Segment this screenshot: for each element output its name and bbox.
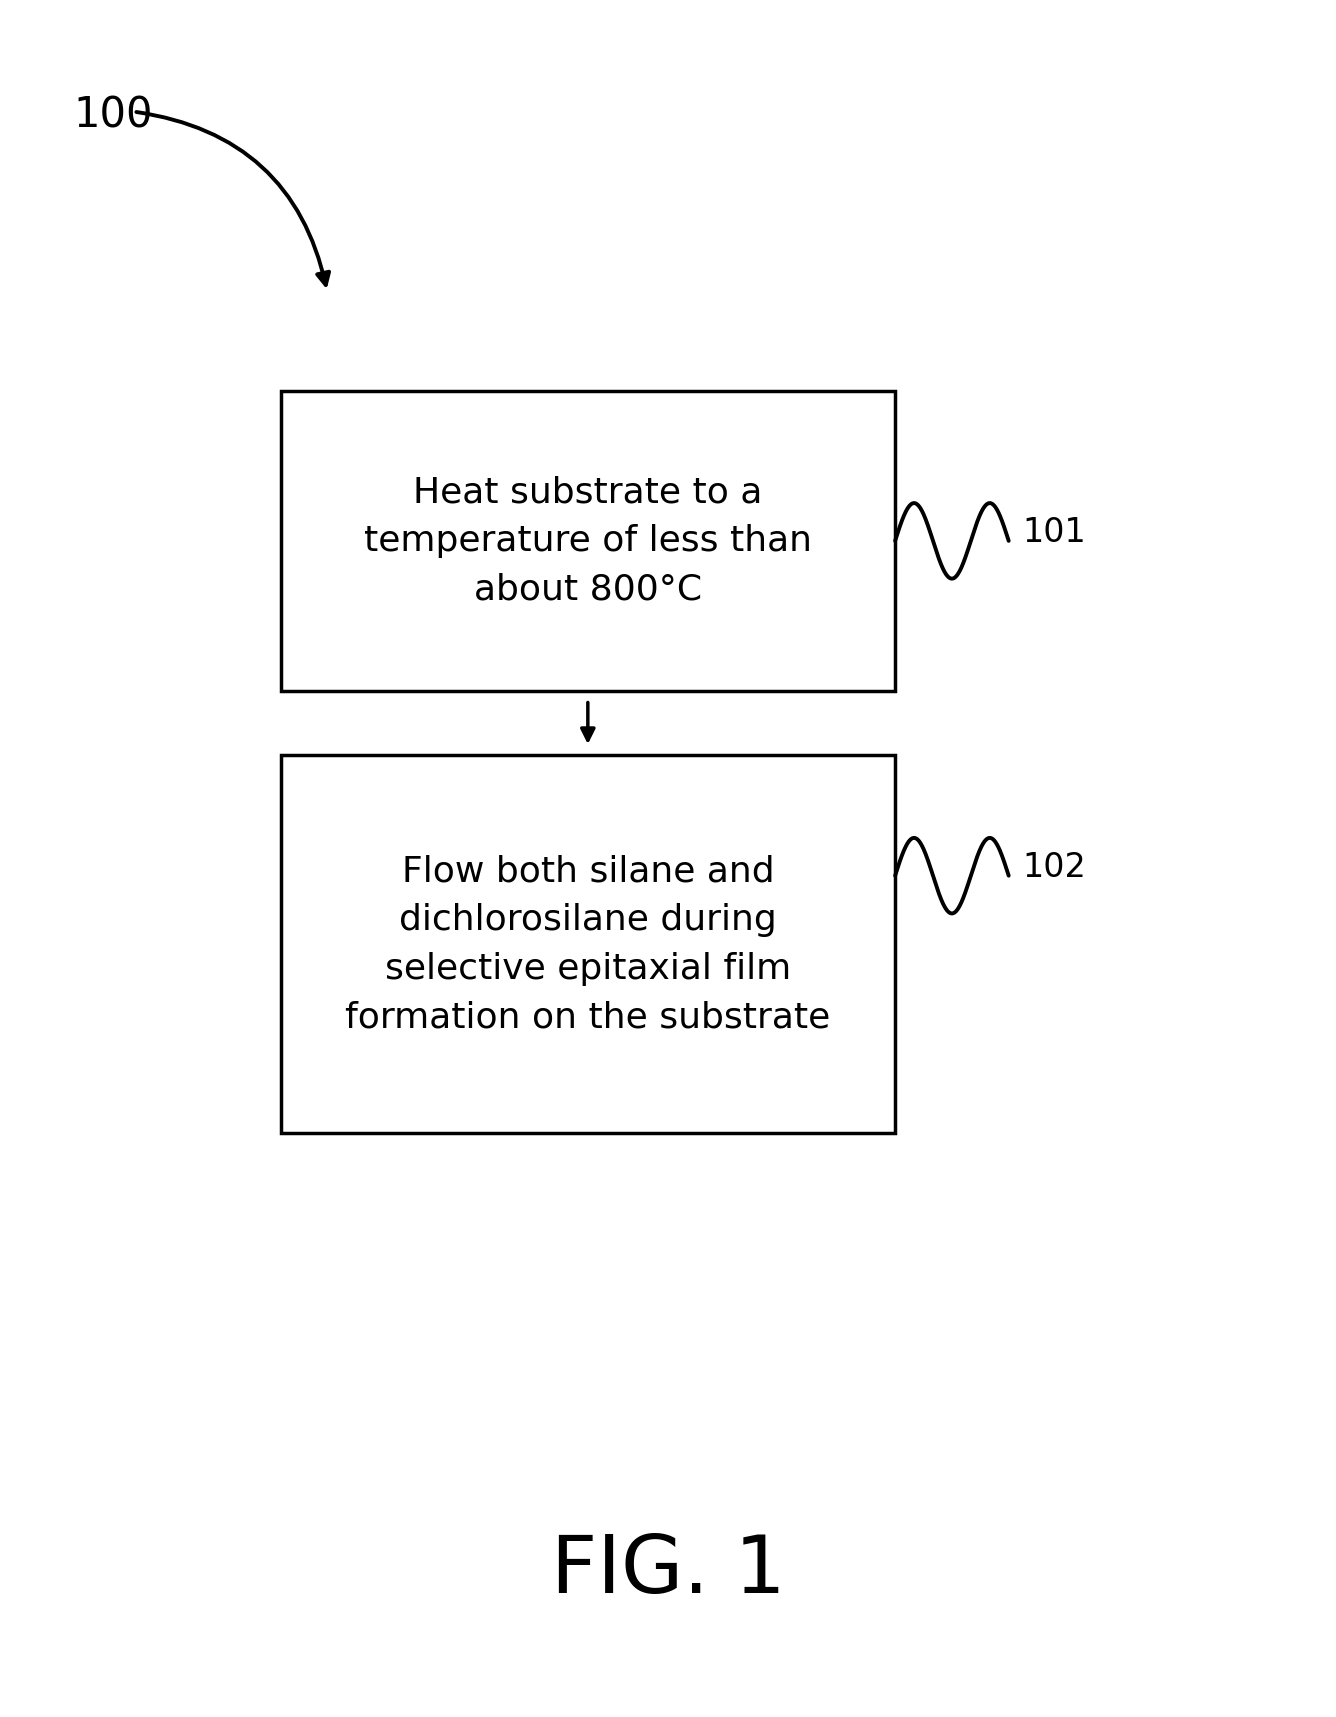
FancyBboxPatch shape: [281, 391, 895, 690]
Text: 100: 100: [73, 94, 154, 136]
Text: FIG. 1: FIG. 1: [550, 1532, 786, 1611]
Text: 101: 101: [1022, 515, 1086, 549]
FancyBboxPatch shape: [281, 755, 895, 1133]
Text: Heat substrate to a
temperature of less than
about 800°C: Heat substrate to a temperature of less …: [363, 476, 812, 606]
Text: Flow both silane and
dichlorosilane during
selective epitaxial film
formation on: Flow both silane and dichlorosilane duri…: [345, 853, 831, 1035]
Text: 102: 102: [1022, 850, 1086, 884]
